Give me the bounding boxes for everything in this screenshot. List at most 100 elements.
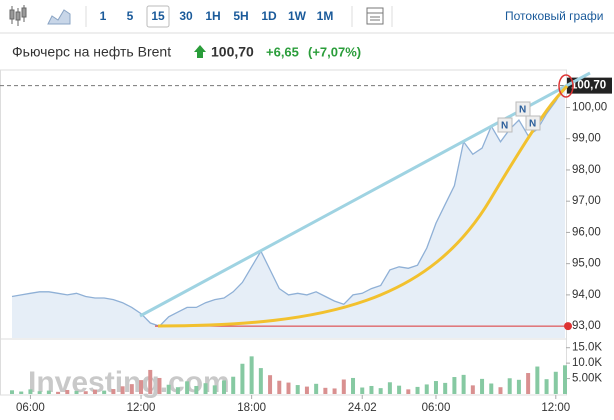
- volume-bar: [212, 385, 217, 394]
- volume-bar: [37, 391, 42, 394]
- y-tick-label: 99,00: [572, 133, 601, 145]
- volume-bar: [286, 382, 291, 394]
- x-tick-label: 24.02: [348, 402, 377, 414]
- volume-bar: [378, 388, 383, 394]
- y-tick-label: 95,00: [572, 258, 601, 270]
- x-tick-label: 18:00: [237, 402, 266, 414]
- volume-bar: [544, 379, 549, 394]
- volume-bar: [111, 389, 116, 394]
- price-area: [12, 85, 565, 338]
- interval-button[interactable]: 1W: [288, 9, 307, 23]
- interval-button[interactable]: 1: [100, 9, 107, 23]
- streaming-link[interactable]: Потоковый графи: [505, 9, 603, 23]
- volume-bar: [194, 385, 199, 394]
- volume-bar: [129, 384, 134, 394]
- table-icon[interactable]: [366, 7, 384, 25]
- selected-interval-box: [146, 5, 170, 28]
- volume-bar: [157, 377, 162, 394]
- volume-bar: [452, 377, 457, 394]
- y-tick-label: 94,00: [572, 289, 601, 301]
- volume-bar: [489, 383, 494, 394]
- volume-bar: [185, 381, 190, 394]
- volume-bar: [19, 391, 24, 394]
- volume-bar: [295, 385, 300, 394]
- instrument-name: Фьючерс на нефть Brent: [12, 44, 171, 60]
- volume-bar: [323, 387, 328, 394]
- volume-bar: [249, 356, 254, 394]
- volume-bar: [221, 380, 226, 394]
- volume-bar: [406, 389, 411, 394]
- trend-curve[interactable]: [157, 85, 569, 328]
- last-price-label: 100,70: [571, 80, 606, 92]
- area-icon[interactable]: [47, 9, 71, 25]
- volume-bar: [341, 379, 346, 394]
- y-tick-label: 97,00: [572, 195, 601, 207]
- toolbar: [0, 0, 614, 33]
- volume-bar: [332, 388, 337, 394]
- volume-bar: [360, 387, 365, 394]
- volume-bar: [148, 369, 153, 394]
- interval-button[interactable]: 1D: [261, 9, 277, 23]
- volume-bar: [424, 384, 429, 394]
- volume-bar: [387, 382, 392, 394]
- price-line: [11, 85, 566, 327]
- volume-bar: [28, 389, 33, 394]
- volume-bar: [369, 385, 374, 394]
- interval-button[interactable]: 30: [179, 9, 193, 23]
- interval-button[interactable]: 15: [151, 9, 165, 23]
- interval-button[interactable]: 5H: [233, 9, 248, 23]
- y-tick-label: 100,00: [572, 102, 607, 114]
- volume-bar: [516, 379, 521, 394]
- change-pct: (+7,07%): [308, 44, 361, 59]
- volume-bar: [507, 378, 512, 394]
- volume-bar: [240, 363, 245, 394]
- news-flags[interactable]: N N N: [497, 101, 541, 133]
- volume-bar: [74, 390, 79, 394]
- trend-line[interactable]: [139, 71, 591, 318]
- volume-bar: [351, 377, 356, 394]
- volume-bar: [166, 384, 171, 394]
- x-tick-label: 06:00: [422, 402, 451, 414]
- volume-bar: [120, 386, 125, 394]
- price: 100,70: [211, 44, 254, 60]
- svg-text:N: N: [501, 121, 508, 132]
- candle-icon[interactable]: [9, 5, 27, 26]
- y2-tick-label: 15.0K: [572, 342, 602, 354]
- y-tick-label: 96,00: [572, 226, 601, 238]
- volume-bar: [433, 381, 438, 394]
- volume-bar: [498, 387, 503, 394]
- volume-bar: [175, 387, 180, 394]
- volume-bar: [92, 389, 97, 394]
- volume-bar: [563, 365, 567, 394]
- y-tick-label: 93,00: [572, 320, 601, 332]
- volume-bar: [470, 385, 475, 394]
- volume-bar: [10, 390, 14, 394]
- highlight-circle[interactable]: [558, 74, 574, 98]
- svg-text:N: N: [519, 105, 526, 116]
- volume-bar: [461, 374, 466, 394]
- volume-bar: [268, 375, 273, 394]
- volume-bar: [203, 383, 208, 394]
- y2-tick-label: 5.00K: [572, 373, 602, 385]
- volume-bar: [56, 391, 61, 394]
- volume-bar: [102, 390, 107, 394]
- volume-bar: [397, 385, 402, 394]
- interval-button[interactable]: 1H: [205, 9, 220, 23]
- volume-bar: [46, 390, 51, 394]
- volume-bar: [231, 376, 236, 394]
- volume-bar: [526, 373, 531, 394]
- interval-button[interactable]: 5: [127, 9, 134, 23]
- volume-bar: [553, 371, 558, 394]
- volume-bar: [314, 383, 319, 394]
- volume-bar: [415, 386, 420, 394]
- volume-bar: [277, 380, 282, 394]
- volume-bar: [258, 368, 263, 394]
- volume-bar: [139, 380, 144, 394]
- x-tick-label: 06:00: [16, 402, 45, 414]
- y2-tick-label: 10.0K: [572, 357, 602, 369]
- up-arrow: [194, 45, 206, 58]
- change: +6,65: [266, 44, 299, 59]
- volume-bar: [304, 386, 309, 394]
- interval-button[interactable]: 1M: [317, 9, 334, 23]
